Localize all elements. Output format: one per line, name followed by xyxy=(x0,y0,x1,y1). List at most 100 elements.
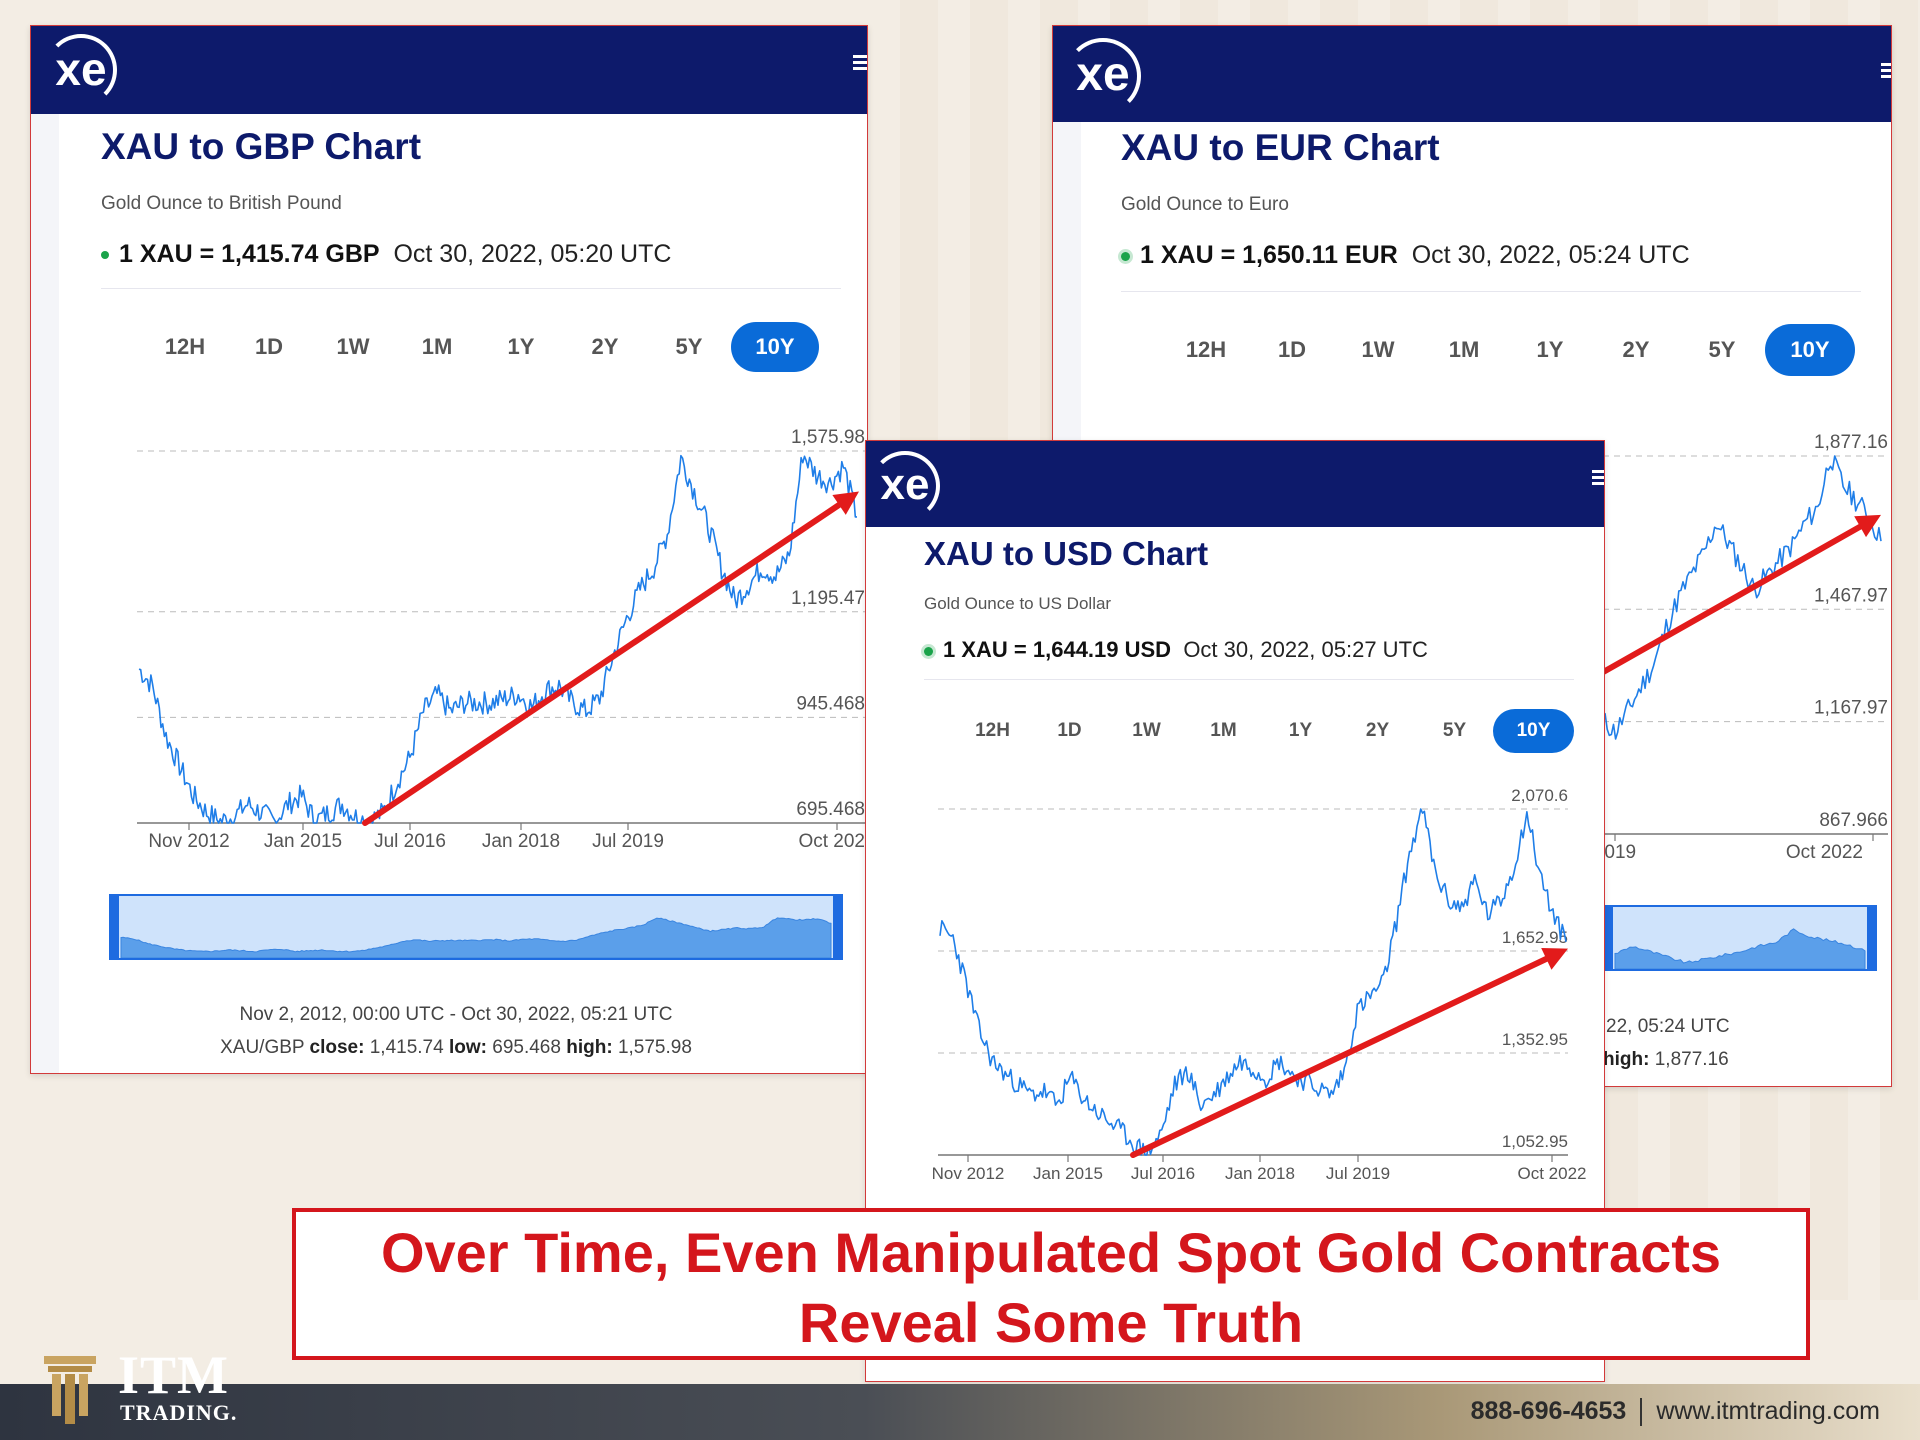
usd-separator xyxy=(924,679,1574,680)
gbp-high-value: 1,575.98 xyxy=(617,1037,692,1058)
hamburger-menu-icon[interactable] xyxy=(853,52,867,73)
gbp-series-line xyxy=(138,454,857,824)
xe-logo[interactable]: xe xyxy=(870,451,940,521)
gbp-tab-1y[interactable]: 1Y xyxy=(507,334,535,359)
hamburger-menu-icon[interactable] xyxy=(1881,60,1891,81)
gbp-high-label: high: xyxy=(566,1037,613,1058)
gbp-close-low-high: XAU/GBP close: 1,415.74 low: 695.468 hig… xyxy=(71,1037,841,1059)
hamburger-menu-icon[interactable] xyxy=(1592,467,1604,488)
website-link[interactable]: www.itmtrading.com xyxy=(1656,1397,1880,1425)
gbp-y-tick-label: 1,195.47 xyxy=(791,588,865,609)
eur-rate: 1 XAU = 1,650.11 EUR xyxy=(1140,241,1398,269)
usd-tab-10y[interactable]: 10Y xyxy=(1493,709,1574,753)
eur-y-tick-label: 1,167.97 xyxy=(1814,698,1888,719)
headline-banner: Over Time, Even Manipulated Spot Gold Co… xyxy=(292,1208,1810,1360)
eur-header-bar: xe xyxy=(1053,26,1891,122)
gbp-y-tick-label: 1,575.98 xyxy=(791,427,865,448)
phone-number[interactable]: 888-696-4653 xyxy=(1470,1397,1627,1425)
eur-range-text-partial: 22, 05:24 UTC xyxy=(1606,1016,1730,1037)
gbp-tab-1m[interactable]: 1M xyxy=(421,334,453,359)
gbp-tab-1w[interactable]: 1W xyxy=(336,334,370,359)
navigator-left-handle xyxy=(1605,907,1613,969)
gbp-x-tick-label: Oct 2022 xyxy=(798,831,868,852)
gbp-tab-10y[interactable]: 10Y xyxy=(731,322,819,372)
gbp-y-tick-label: 695.468 xyxy=(796,799,865,820)
usd-x-tick-label: Nov 2012 xyxy=(932,1164,1005,1183)
usd-y-tick-label: 2,070.6 xyxy=(1511,786,1568,805)
gbp-pair: XAU/GBP xyxy=(220,1037,305,1058)
eur-tab-5y[interactable]: 5Y xyxy=(1708,337,1736,362)
gbp-line-chart: 1,575.98 1,195.47 945.468 695.468 Nov 2012 Ja… xyxy=(137,427,868,852)
usd-rate: 1 XAU = 1,644.19 USD xyxy=(943,637,1172,662)
gbp-tab-2y[interactable]: 2Y xyxy=(591,334,619,359)
usd-tab-5y[interactable]: 5Y xyxy=(1442,720,1467,741)
gbp-tab-12h[interactable]: 12H xyxy=(164,334,206,359)
gbp-header-bar: xe xyxy=(31,26,867,114)
eur-navigator-area xyxy=(1605,907,1875,970)
xe-logo[interactable]: xe xyxy=(45,34,117,106)
gbp-navigator-area-path xyxy=(120,917,832,959)
usd-header-bar: xe xyxy=(866,441,1604,527)
usd-y-tick-label: 1,352.95 xyxy=(1502,1030,1568,1049)
usd-tab-12h[interactable]: 12H xyxy=(975,720,1010,741)
live-status-dot xyxy=(101,251,109,260)
eur-y-tick-label: 1,877.16 xyxy=(1814,432,1888,453)
usd-y-tick-label: 1,052.95 xyxy=(1502,1132,1568,1151)
gbp-tab-5y[interactable]: 5Y xyxy=(675,334,703,359)
eur-timestamp: Oct 30, 2022, 05:24 UTC xyxy=(1411,241,1690,269)
gbp-chart-subtitle: Gold Ounce to British Pound xyxy=(101,193,342,214)
usd-tab-1d[interactable]: 1D xyxy=(1057,720,1082,741)
usd-timestamp: Oct 30, 2022, 05:27 UTC xyxy=(1183,637,1428,662)
eur-rate-line: 1 XAU = 1,650.11 EUR Oct 30, 2022, 05:24… xyxy=(1121,241,1690,270)
xe-logo[interactable]: xe xyxy=(1065,38,1141,114)
eur-navigator-area-path xyxy=(1614,928,1866,970)
eur-tab-10y[interactable]: 10Y xyxy=(1765,324,1855,376)
navigator-right-handle xyxy=(833,896,841,958)
itm-trading-logo[interactable]: ITM TRADING. xyxy=(38,1346,278,1431)
eur-high-label: high: xyxy=(1603,1049,1650,1070)
itm-brand-name: ITM xyxy=(118,1345,229,1405)
eur-tab-12h[interactable]: 12H xyxy=(1185,337,1227,362)
usd-x-tick-label: Jan 2018 xyxy=(1225,1164,1295,1183)
gbp-x-tick-label: Nov 2012 xyxy=(148,831,229,852)
gbp-rate: 1 XAU = 1,415.74 GBP xyxy=(119,240,380,268)
gbp-x-tick-label: Jul 2019 xyxy=(592,831,664,852)
usd-trend-arrow xyxy=(1130,955,1550,1158)
gbp-low-value: 695.468 xyxy=(492,1037,561,1058)
usd-tab-1m[interactable]: 1M xyxy=(1210,720,1237,741)
eur-tab-1d[interactable]: 1D xyxy=(1277,337,1307,362)
eur-x-tick-label: Oct 2022 xyxy=(1786,842,1863,863)
eur-trend-arrowhead xyxy=(1854,514,1881,538)
gbp-range-navigator[interactable] xyxy=(109,894,843,960)
eur-chart-subtitle: Gold Ounce to Euro xyxy=(1121,194,1289,215)
usd-tab-1y[interactable]: 1Y xyxy=(1288,720,1313,741)
usd-chart-title: XAU to USD Chart xyxy=(924,535,1209,572)
eur-tab-1w[interactable]: 1W xyxy=(1361,337,1395,362)
live-status-dot xyxy=(1121,251,1130,261)
gbp-x-tick-label: Jan 2015 xyxy=(264,831,342,852)
gbp-rate-line: 1 XAU = 1,415.74 GBP Oct 30, 2022, 05:20… xyxy=(101,240,671,269)
gbp-tab-1d[interactable]: 1D xyxy=(254,334,284,359)
navigator-left-handle xyxy=(111,896,119,958)
eur-high-partial: high: 1,877.16 xyxy=(1603,1049,1729,1071)
gbp-trend-arrowhead xyxy=(832,491,859,515)
eur-tab-1y[interactable]: 1Y xyxy=(1536,337,1564,362)
eur-range-navigator[interactable] xyxy=(1603,905,1877,971)
gbp-separator xyxy=(101,288,841,289)
usd-chart-subtitle: Gold Ounce to US Dollar xyxy=(924,594,1112,613)
live-status-dot xyxy=(924,646,933,656)
usd-tab-2y[interactable]: 2Y xyxy=(1365,720,1390,741)
eur-tab-1m[interactable]: 1M xyxy=(1448,337,1480,362)
usd-tab-1w[interactable]: 1W xyxy=(1132,720,1161,741)
gbp-x-tick-label: Jan 2018 xyxy=(482,831,560,852)
contact-divider xyxy=(1640,1398,1643,1427)
gbp-x-tick-label: Jul 2016 xyxy=(374,831,446,852)
eur-tab-2y[interactable]: 2Y xyxy=(1622,337,1650,362)
gbp-low-label: low: xyxy=(448,1037,487,1058)
eur-range-tabs: 12H 1D 1W 1M 1Y 2Y 5Y 10Y xyxy=(1163,324,1855,376)
eur-y-tick-label: 867.966 xyxy=(1819,810,1888,831)
gbp-side-rail xyxy=(31,114,59,1073)
usd-series-line xyxy=(939,808,1567,1156)
gbp-panel: xe XAU to GBP Chart Gold Ounce to Britis… xyxy=(30,25,868,1074)
eur-trend-arrow xyxy=(1600,523,1864,676)
